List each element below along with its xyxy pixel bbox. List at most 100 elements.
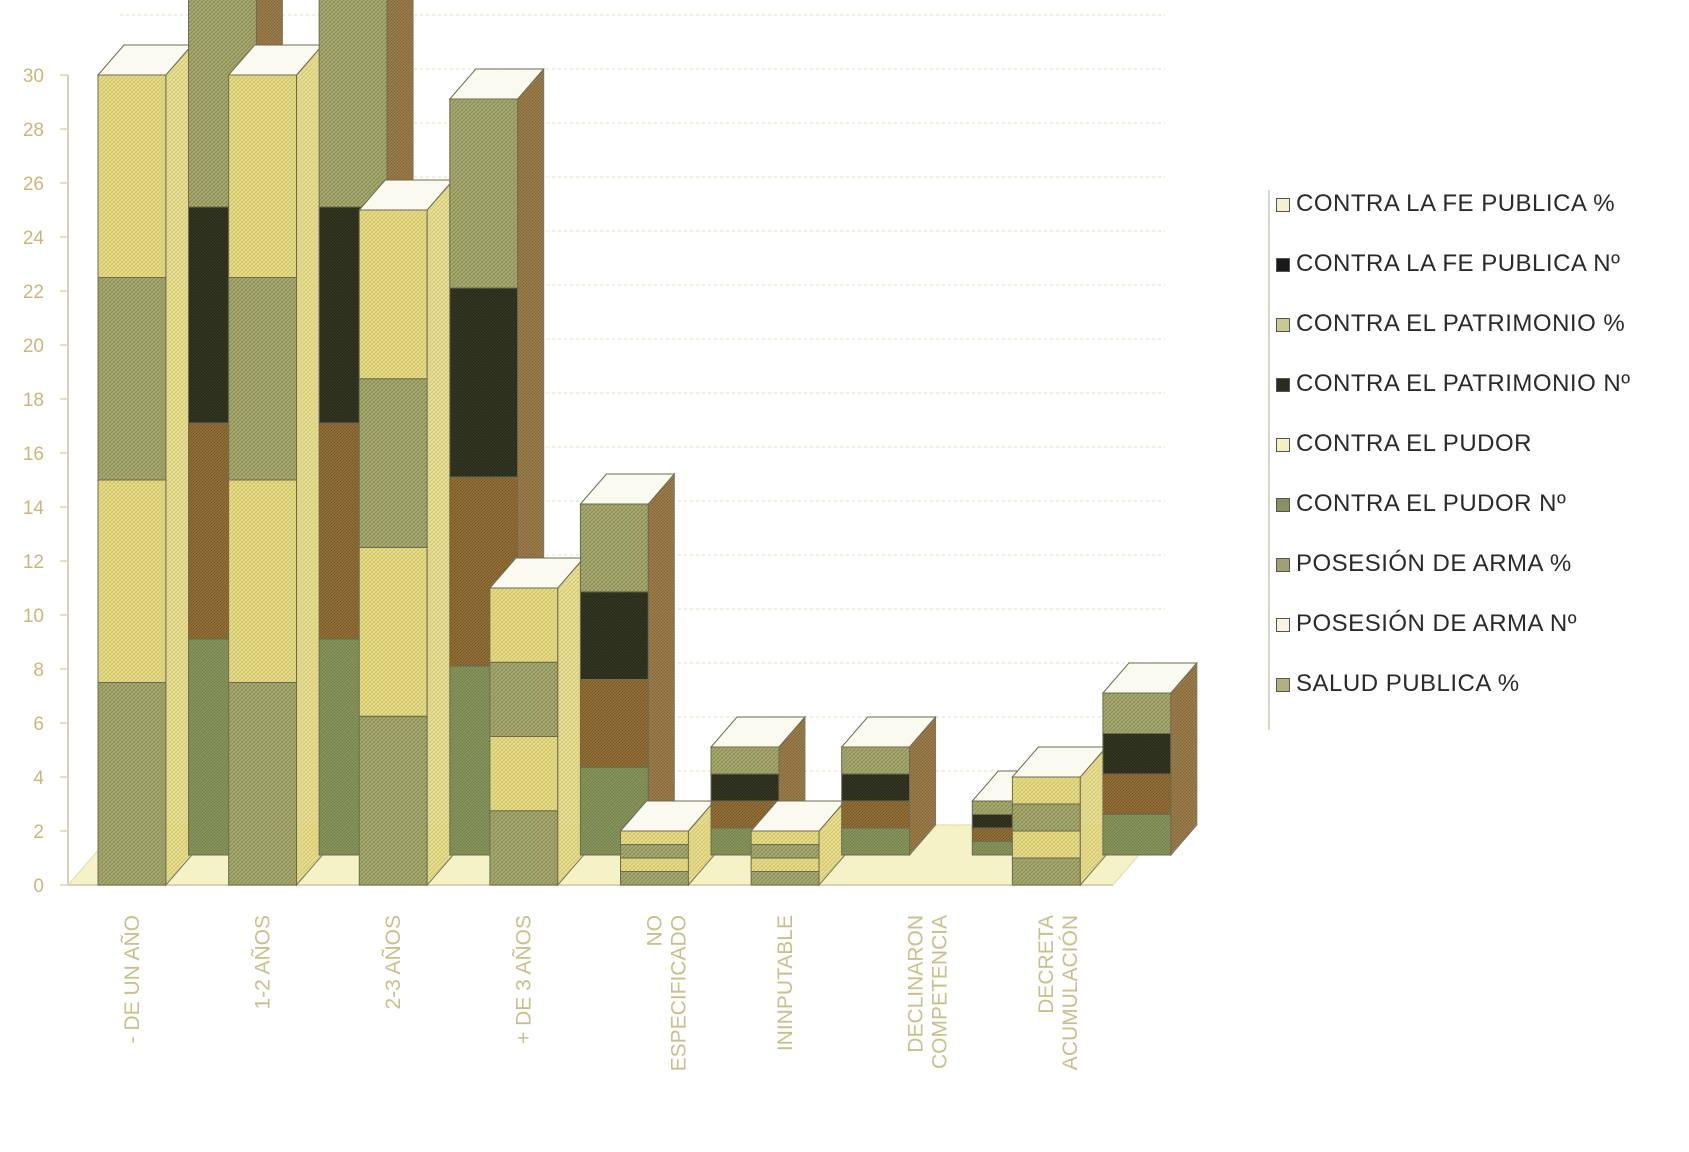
bar-front-band — [359, 379, 427, 548]
bar-front-band — [621, 845, 689, 859]
bar-side — [297, 45, 323, 885]
bar-front-band — [842, 801, 910, 828]
bar-front-band — [490, 662, 558, 736]
y-tick-label: 18 — [23, 390, 44, 411]
bar-5-1 — [842, 717, 936, 855]
bar-front-band — [98, 278, 166, 481]
bar-front-band — [751, 831, 819, 845]
legend-swatch — [1276, 618, 1290, 632]
bar-front-band — [359, 210, 427, 379]
legend-item: SALUD PUBLICA % — [1276, 670, 1686, 730]
legend-label: CONTRA LA FE PUBLICA % — [1296, 190, 1676, 218]
bar-side — [427, 180, 453, 885]
bar-front-band — [842, 828, 910, 855]
bar-front-band — [842, 774, 910, 801]
bar-front-band — [580, 504, 648, 592]
bar-front-band — [580, 592, 648, 680]
y-tick-label: 10 — [23, 606, 44, 627]
bar-front-band — [751, 858, 819, 872]
bar-front-band — [229, 278, 297, 481]
y-tick-label: 12 — [23, 552, 44, 573]
bar-front-band — [1012, 777, 1080, 804]
y-tick-label: 22 — [23, 282, 44, 303]
y-tick-label: 6 — [33, 714, 44, 735]
bar-front-band — [711, 747, 779, 774]
x-category-label: - DE UN AÑO — [120, 915, 144, 1043]
legend-swatch — [1276, 558, 1290, 572]
bar-7-0 — [1012, 747, 1106, 885]
legend-label: SALUD PUBLICA % — [1296, 670, 1676, 698]
legend-item: CONTRA LA FE PUBLICA % — [1276, 190, 1686, 250]
bar-front-band — [229, 683, 297, 886]
bar-front-band — [359, 548, 427, 717]
y-tick-label: 8 — [33, 660, 44, 681]
bar-front-band — [621, 872, 689, 886]
legend-item: CONTRA EL PUDOR — [1276, 430, 1686, 490]
bar-side — [166, 45, 192, 885]
bar-7-1 — [1103, 663, 1197, 855]
legend-label: POSESIÓN DE ARMA % — [1296, 550, 1676, 578]
bar-side — [1171, 663, 1197, 855]
bar-side — [648, 474, 674, 855]
bar-side — [558, 558, 584, 885]
y-tick-label: 14 — [23, 498, 45, 519]
bar-front-band — [98, 683, 166, 886]
bar-front-band — [490, 737, 558, 811]
y-tick-label: 30 — [23, 66, 44, 87]
y-tick-label: 28 — [23, 120, 44, 141]
bar-front-band — [751, 845, 819, 859]
bar-front-band — [1103, 693, 1171, 734]
legend-swatch — [1276, 378, 1290, 392]
chart-legend: CONTRA LA FE PUBLICA % CONTRA LA FE PUBLI… — [1268, 190, 1686, 730]
x-category-label: NOESPECIFICADO — [643, 915, 690, 1071]
bar-front-band — [98, 480, 166, 683]
y-tick-label: 16 — [23, 444, 44, 465]
bar-front-band — [1012, 804, 1080, 831]
legend-swatch — [1276, 498, 1290, 512]
bar-front-band — [1103, 815, 1171, 856]
bar-0-0 — [98, 45, 192, 885]
legend-swatch — [1276, 258, 1290, 272]
bar-front-band — [1012, 858, 1080, 885]
bar-front-band — [490, 588, 558, 662]
legend-item: POSESIÓN DE ARMA Nº — [1276, 610, 1686, 670]
y-tick-label: 26 — [23, 174, 44, 195]
bar-front-band — [621, 831, 689, 845]
x-category-label: + DE 3 AÑOS — [512, 915, 536, 1044]
legend-swatch — [1276, 438, 1290, 452]
bar-front-band — [319, 0, 387, 207]
bar-front-band — [1103, 774, 1171, 815]
legend-swatch — [1276, 198, 1290, 212]
legend-label: POSESIÓN DE ARMA Nº — [1296, 610, 1676, 638]
legend-item: CONTRA EL PATRIMONIO % — [1276, 310, 1686, 370]
bar-2-0 — [359, 180, 453, 885]
legend-item: CONTRA LA FE PUBLICA Nº — [1276, 250, 1686, 310]
y-tick-label: 2 — [33, 822, 44, 843]
legend-swatch — [1276, 678, 1290, 692]
y-tick-label: 4 — [33, 768, 44, 789]
bar-front-band — [1012, 831, 1080, 858]
legend-label: CONTRA EL PATRIMONIO Nº — [1296, 370, 1676, 398]
y-tick-label: 20 — [23, 336, 44, 357]
bar-front-band — [711, 774, 779, 801]
legend-item: CONTRA EL PATRIMONIO Nº — [1276, 370, 1686, 430]
bar-front-band — [842, 747, 910, 774]
bar-3-1 — [580, 474, 674, 855]
y-tick-label: 0 — [33, 876, 44, 897]
bar-front-band — [450, 288, 518, 477]
bar-front-band — [229, 480, 297, 683]
bar-1-0 — [229, 45, 323, 885]
legend-item: CONTRA EL PUDOR Nº — [1276, 490, 1686, 550]
bar-front-band — [98, 75, 166, 278]
bar-front-band — [580, 680, 648, 768]
x-category-label: 1-2 AÑOS — [250, 915, 274, 1010]
bar-front-band — [450, 99, 518, 288]
legend-label: CONTRA EL PUDOR — [1296, 430, 1676, 458]
x-category-label: DECRETAACUMULACIÓN — [1035, 915, 1082, 1070]
bar-front-band — [490, 811, 558, 885]
x-category-label: ININPUTABLE — [774, 915, 797, 1051]
bar-front-band — [229, 75, 297, 278]
y-tick-label: 24 — [23, 228, 45, 249]
legend-swatch — [1276, 318, 1290, 332]
